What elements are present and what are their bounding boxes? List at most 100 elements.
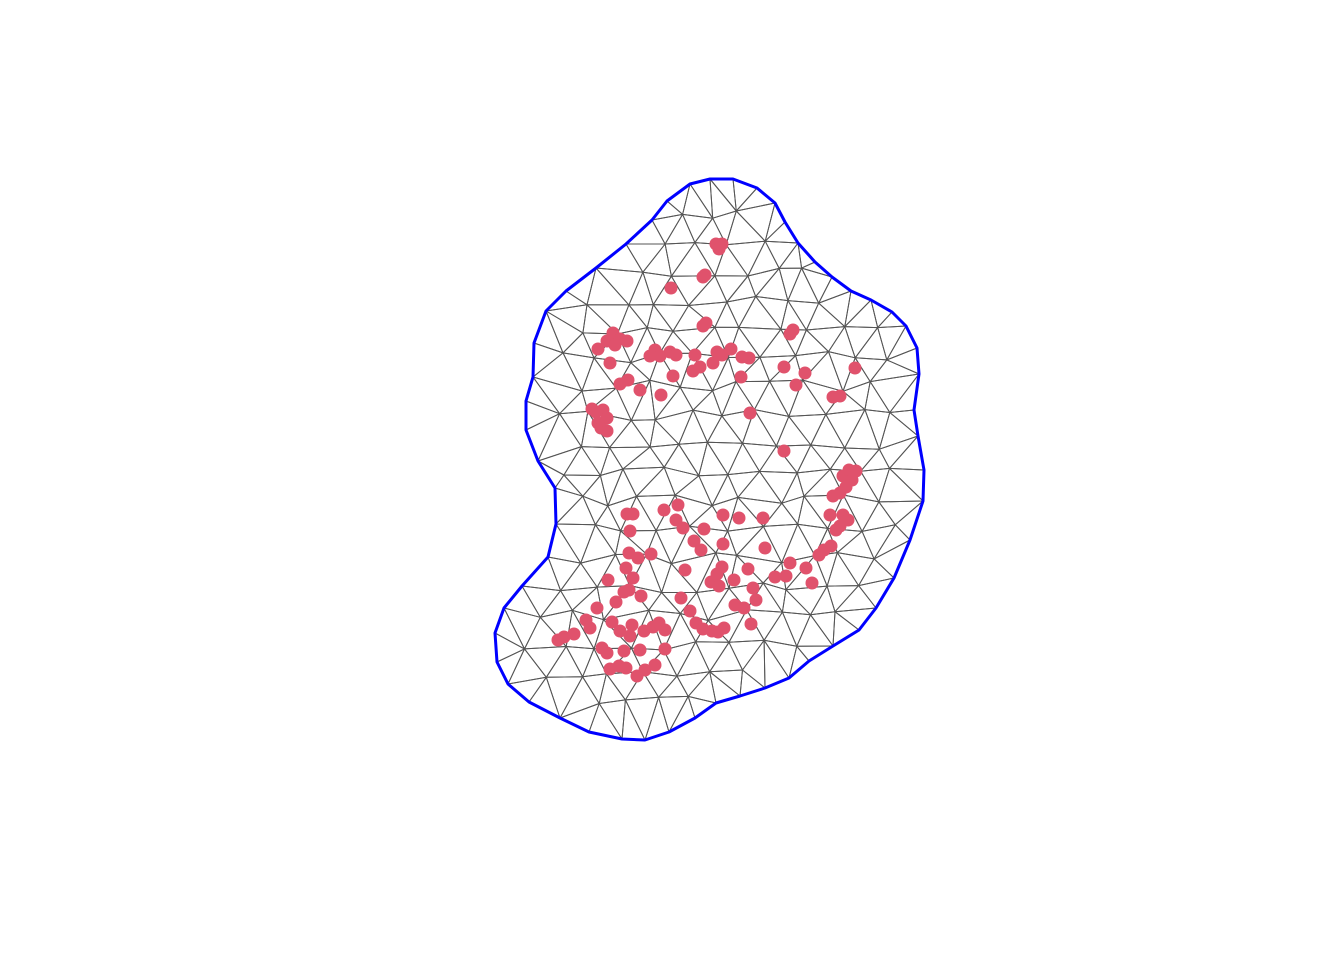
- observation-point: [799, 561, 813, 575]
- observation-point: [743, 406, 757, 420]
- observation-point: [696, 319, 710, 333]
- observation-point: [613, 624, 627, 638]
- observation-point: [686, 364, 700, 378]
- observation-point: [805, 576, 819, 590]
- observation-point: [674, 591, 688, 605]
- observation-point: [716, 508, 730, 522]
- observation-point: [600, 424, 614, 438]
- observation-point: [712, 579, 726, 593]
- observation-point: [812, 548, 826, 562]
- observation-point: [664, 281, 678, 295]
- observation-point: [687, 534, 701, 548]
- observation-point: [727, 573, 741, 587]
- observation-point: [619, 661, 633, 675]
- observation-point: [783, 327, 797, 341]
- observation-point: [638, 663, 652, 677]
- observation-point: [601, 573, 615, 587]
- observation-point: [758, 541, 772, 555]
- observation-point: [712, 242, 726, 256]
- observation-point: [626, 507, 640, 521]
- observation-point: [644, 547, 658, 561]
- observation-point: [583, 621, 597, 635]
- observation-point: [768, 570, 782, 584]
- observation-point: [653, 349, 667, 363]
- observation-point: [706, 356, 720, 370]
- observation-point: [741, 562, 755, 576]
- observation-point: [676, 521, 690, 535]
- observation-point: [654, 388, 668, 402]
- observation-point: [600, 646, 614, 660]
- mesh-triangle: [624, 671, 660, 701]
- observation-point: [613, 377, 627, 391]
- observation-point: [717, 621, 731, 635]
- observation-point: [609, 595, 623, 609]
- mesh-triangle: [742, 639, 766, 689]
- observation-point: [848, 361, 862, 375]
- observation-point: [734, 370, 748, 384]
- mesh-triangle: [763, 611, 798, 647]
- observation-point: [567, 627, 581, 641]
- observation-point: [744, 617, 758, 631]
- observation-point: [737, 601, 751, 615]
- observation-point: [669, 348, 683, 362]
- observation-point: [678, 563, 692, 577]
- observation-point: [658, 642, 672, 656]
- observation-point: [658, 623, 672, 637]
- observation-points: [551, 237, 863, 683]
- mesh-triangle: [687, 671, 717, 704]
- observation-point: [623, 524, 637, 538]
- observation-point: [732, 511, 746, 525]
- mesh-triangle: [873, 524, 911, 560]
- observation-point: [749, 593, 763, 607]
- observation-point: [833, 389, 847, 403]
- observation-point: [633, 643, 647, 657]
- observation-point: [551, 633, 565, 647]
- observation-point: [605, 615, 619, 629]
- observation-point: [777, 360, 791, 374]
- observation-point: [633, 383, 647, 397]
- observation-point: [634, 589, 648, 603]
- mesh-triangle: [598, 699, 626, 740]
- observation-point: [608, 338, 622, 352]
- observation-point: [798, 366, 812, 380]
- observation-point: [789, 378, 803, 392]
- mesh-triangle: [658, 675, 689, 698]
- observation-point: [779, 569, 793, 583]
- observation-point: [756, 511, 770, 525]
- mesh-triangle: [709, 669, 743, 697]
- observation-point: [777, 444, 791, 458]
- observation-point: [623, 629, 637, 643]
- observation-point: [826, 489, 840, 503]
- observation-point: [683, 604, 697, 618]
- domain-boundary: [493, 177, 926, 742]
- mesh-triangle: [810, 585, 836, 616]
- observation-point: [829, 523, 843, 537]
- observation-point: [648, 658, 662, 672]
- observation-point: [626, 571, 640, 585]
- observation-point: [671, 498, 685, 512]
- observation-point: [688, 348, 702, 362]
- observation-point: [643, 349, 657, 363]
- observation-point: [694, 543, 708, 557]
- observation-point: [603, 356, 617, 370]
- observation-point: [746, 581, 760, 595]
- observation-point: [591, 342, 605, 356]
- observation-point: [697, 522, 711, 536]
- observation-point: [657, 503, 671, 517]
- observation-point: [666, 369, 680, 383]
- observation-point: [716, 537, 730, 551]
- observation-point: [823, 508, 837, 522]
- observation-point: [617, 644, 631, 658]
- observation-point: [619, 561, 633, 575]
- observation-point: [631, 551, 645, 565]
- observation-point: [783, 556, 797, 570]
- observation-point: [622, 583, 636, 597]
- observation-point: [620, 334, 634, 348]
- observation-point: [742, 351, 756, 365]
- observation-point: [698, 268, 712, 282]
- observation-point: [625, 618, 639, 632]
- observation-point: [590, 601, 604, 615]
- observation-point: [724, 342, 738, 356]
